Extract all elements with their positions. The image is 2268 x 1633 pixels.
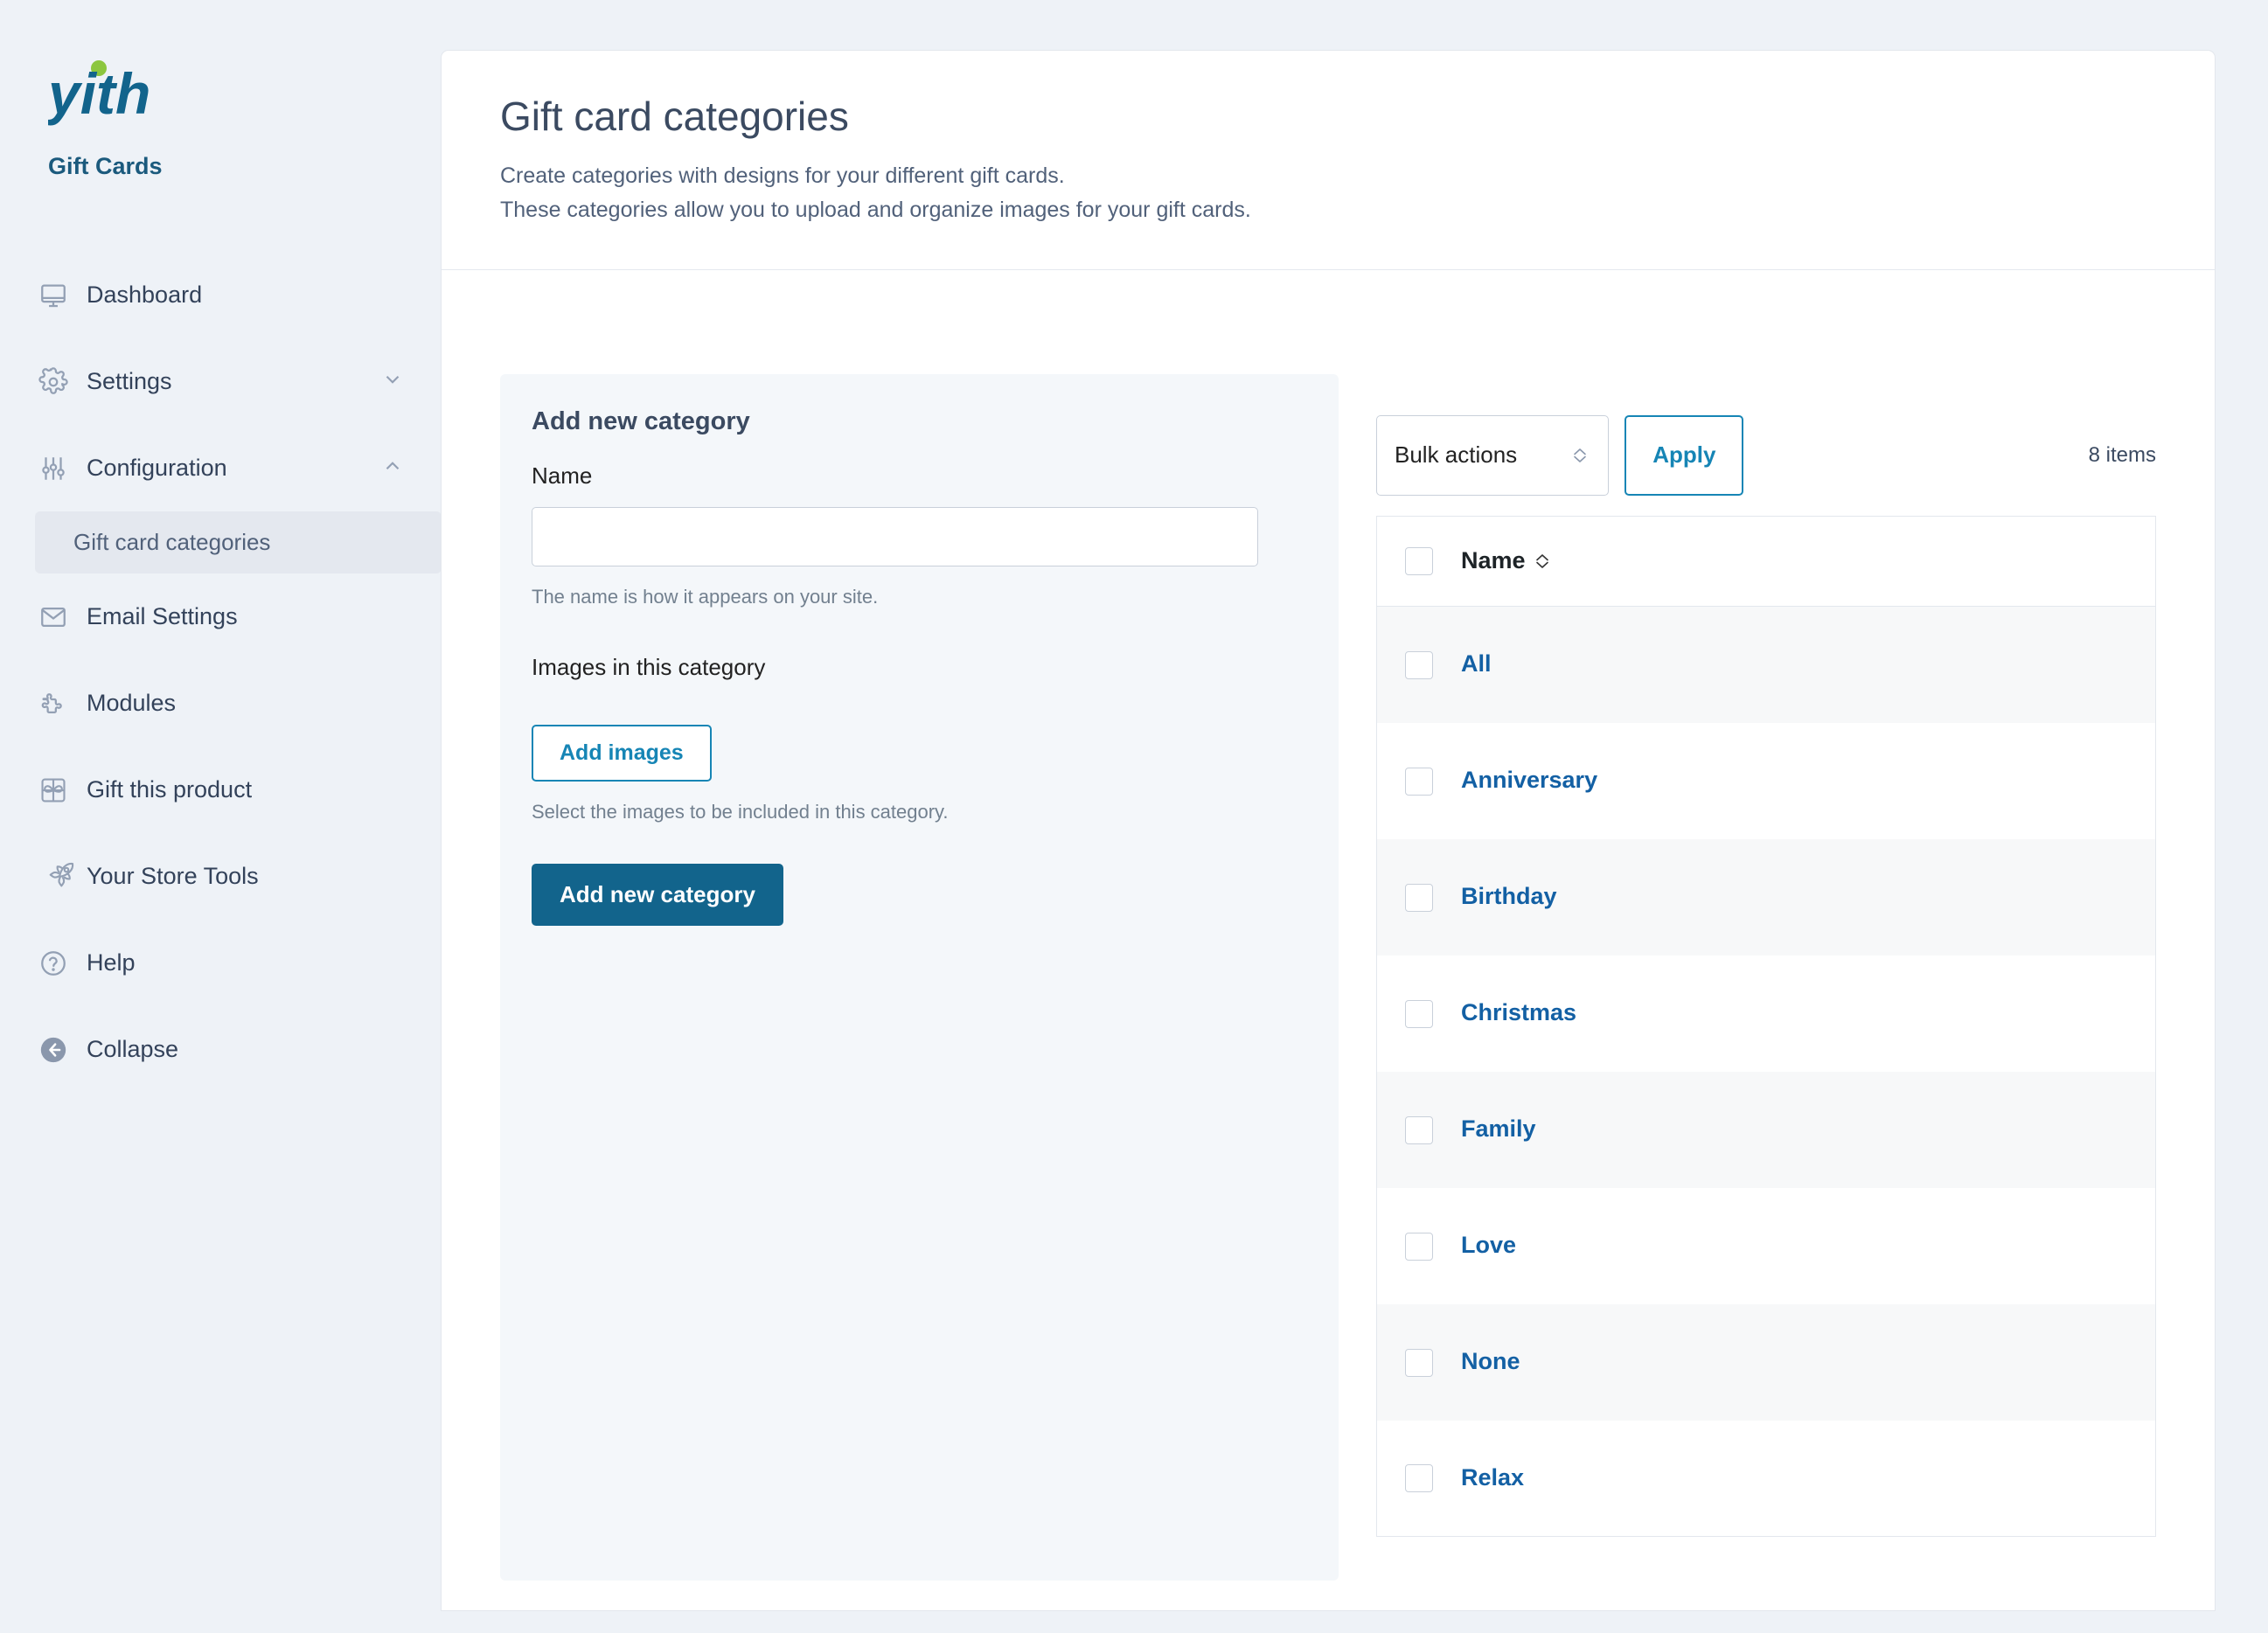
svg-text:yith: yith (48, 61, 150, 126)
